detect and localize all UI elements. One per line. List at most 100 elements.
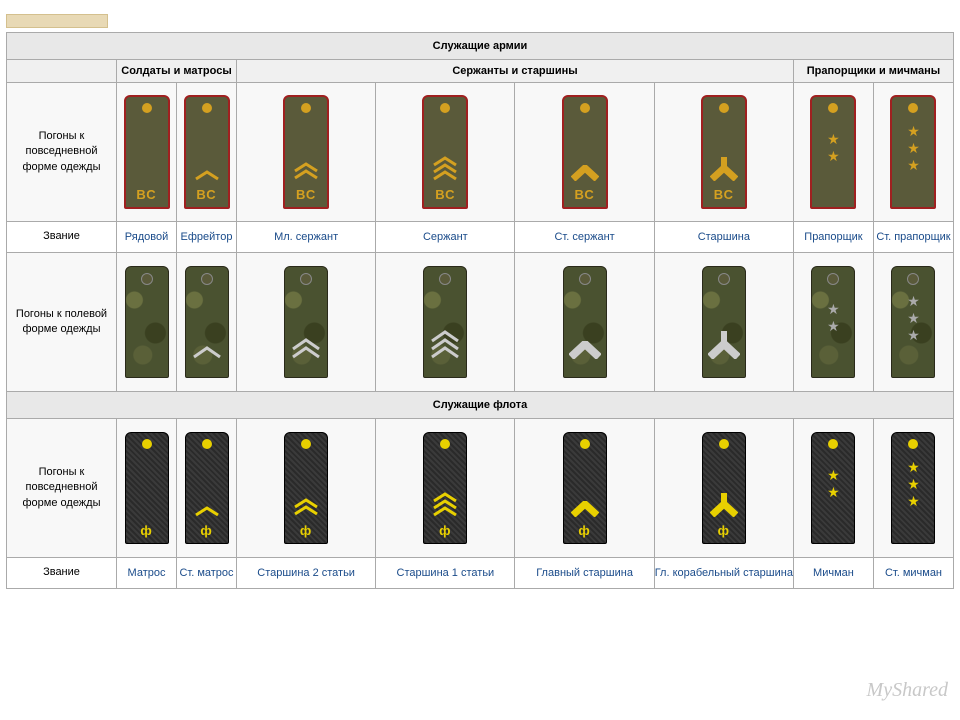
rank-link[interactable]: Старшина 1 статьи: [397, 567, 495, 579]
button-icon: [440, 439, 450, 449]
button-icon: [141, 273, 153, 285]
insignia-cell: [515, 253, 654, 392]
button-icon: [907, 273, 919, 285]
shoulder-board: [563, 266, 607, 378]
button-icon: [718, 273, 730, 285]
chevron-icon: [708, 331, 740, 359]
shoulder-board: [702, 266, 746, 378]
chevron-icon: [571, 165, 599, 181]
shoulder-board: [185, 266, 229, 378]
button-icon: [202, 439, 212, 449]
shoulder-board: ВС: [422, 95, 468, 209]
button-icon: [828, 439, 838, 449]
rank-link[interactable]: Мл. сержант: [274, 231, 338, 243]
stars-icon: ★★: [812, 129, 854, 166]
watermark: MyShared: [867, 679, 948, 702]
button-icon: [301, 439, 311, 449]
shoulder-board: [284, 266, 328, 378]
row-label-everyday: Погоны к повседневной форме одежды: [7, 83, 117, 222]
row-label-field: Погоны к полевой форме одежды: [7, 253, 117, 392]
button-icon: [828, 103, 838, 113]
shoulder-board: ★★★: [890, 95, 936, 209]
army-everyday-row: Погоны к повседневной форме одежды ВС ВС…: [7, 83, 954, 222]
board-text: ВС: [564, 187, 606, 202]
rank-link[interactable]: Ст. матрос: [179, 567, 233, 579]
shoulder-board: ф: [702, 432, 746, 544]
insignia-cell: ВС: [654, 83, 793, 222]
insignia-cell: ВС: [177, 83, 237, 222]
navy-rank-labels: Звание Матрос Ст. матрос Старшина 2 стат…: [7, 558, 954, 589]
army-header: Служащие армии: [7, 33, 954, 60]
rank-link[interactable]: Старшина 2 статьи: [257, 567, 355, 579]
shoulder-board: ф: [185, 432, 229, 544]
button-icon: [439, 273, 451, 285]
shoulder-board: [423, 266, 467, 378]
chevron-icon: [291, 337, 321, 359]
chevron-icon: [432, 155, 458, 181]
insignia-cell: ф: [117, 419, 177, 558]
rank-link[interactable]: Прапорщик: [804, 231, 862, 243]
button-icon: [202, 103, 212, 113]
board-text: ф: [186, 523, 228, 538]
shoulder-board: ★★: [811, 432, 855, 544]
group-soldiers: Солдаты и матросы: [117, 60, 237, 83]
stars-icon: ★★: [812, 465, 854, 502]
row-label-everyday: Погоны к повседневной форме одежды: [7, 419, 117, 558]
button-icon: [580, 439, 590, 449]
shoulder-board: ВС: [184, 95, 230, 209]
chevron-icon: [571, 501, 599, 517]
shoulder-board: ★★★: [891, 432, 935, 544]
army-field-row: Погоны к полевой форме одежды ★★ ★★★: [7, 253, 954, 392]
rank-link[interactable]: Ст. сержант: [554, 231, 614, 243]
button-icon: [580, 103, 590, 113]
button-icon: [579, 273, 591, 285]
group-sergeants: Сержанты и старшины: [237, 60, 794, 83]
insignia-cell: [177, 253, 237, 392]
stars-icon: ★★★: [892, 457, 934, 511]
rank-link[interactable]: Ст. прапорщик: [876, 231, 950, 243]
shoulder-board: ВС: [562, 95, 608, 209]
rank-link[interactable]: Ефрейтор: [181, 231, 233, 243]
insignia-cell: ф: [177, 419, 237, 558]
board-text: ф: [126, 523, 168, 538]
insignia-cell: ★★: [793, 83, 873, 222]
rank-link[interactable]: Рядовой: [125, 231, 168, 243]
board-text: ф: [424, 523, 466, 538]
rank-link[interactable]: Гл. корабельный старшина: [655, 567, 793, 579]
board-text: ф: [564, 523, 606, 538]
insignia-cell: [237, 253, 376, 392]
button-icon: [300, 273, 312, 285]
board-text: ВС: [186, 187, 228, 202]
rank-link[interactable]: Главный старшина: [536, 567, 633, 579]
button-icon: [142, 103, 152, 113]
button-icon: [142, 439, 152, 449]
rank-link[interactable]: Матрос: [128, 567, 166, 579]
shoulder-board: ★★★: [891, 266, 935, 378]
board-text: ВС: [126, 187, 168, 202]
button-icon: [827, 273, 839, 285]
insignia-cell: ф: [376, 419, 515, 558]
insignia-cell: [376, 253, 515, 392]
shoulder-board: ф: [563, 432, 607, 544]
board-text: ф: [285, 523, 327, 538]
rank-link[interactable]: Ст. мичман: [885, 567, 942, 579]
chevron-icon: [710, 157, 738, 181]
button-icon: [301, 103, 311, 113]
insignia-cell: [654, 253, 793, 392]
insignia-cell: ★★★: [873, 419, 953, 558]
chevron-icon: [192, 345, 222, 359]
shoulder-board: [125, 266, 169, 378]
rank-link[interactable]: Мичман: [813, 567, 854, 579]
rank-link[interactable]: Старшина: [698, 231, 750, 243]
shoulder-board: ф: [284, 432, 328, 544]
row-label-rank: Звание: [7, 222, 117, 253]
chevron-icon: [569, 341, 601, 359]
board-text: ф: [703, 523, 745, 538]
rank-link[interactable]: Сержант: [423, 231, 468, 243]
stars-icon: ★★: [812, 299, 854, 336]
button-icon: [719, 439, 729, 449]
insignia-cell: ВС: [376, 83, 515, 222]
button-icon: [719, 103, 729, 113]
shoulder-board: ВС: [283, 95, 329, 209]
insignia-cell: ★★: [793, 419, 873, 558]
